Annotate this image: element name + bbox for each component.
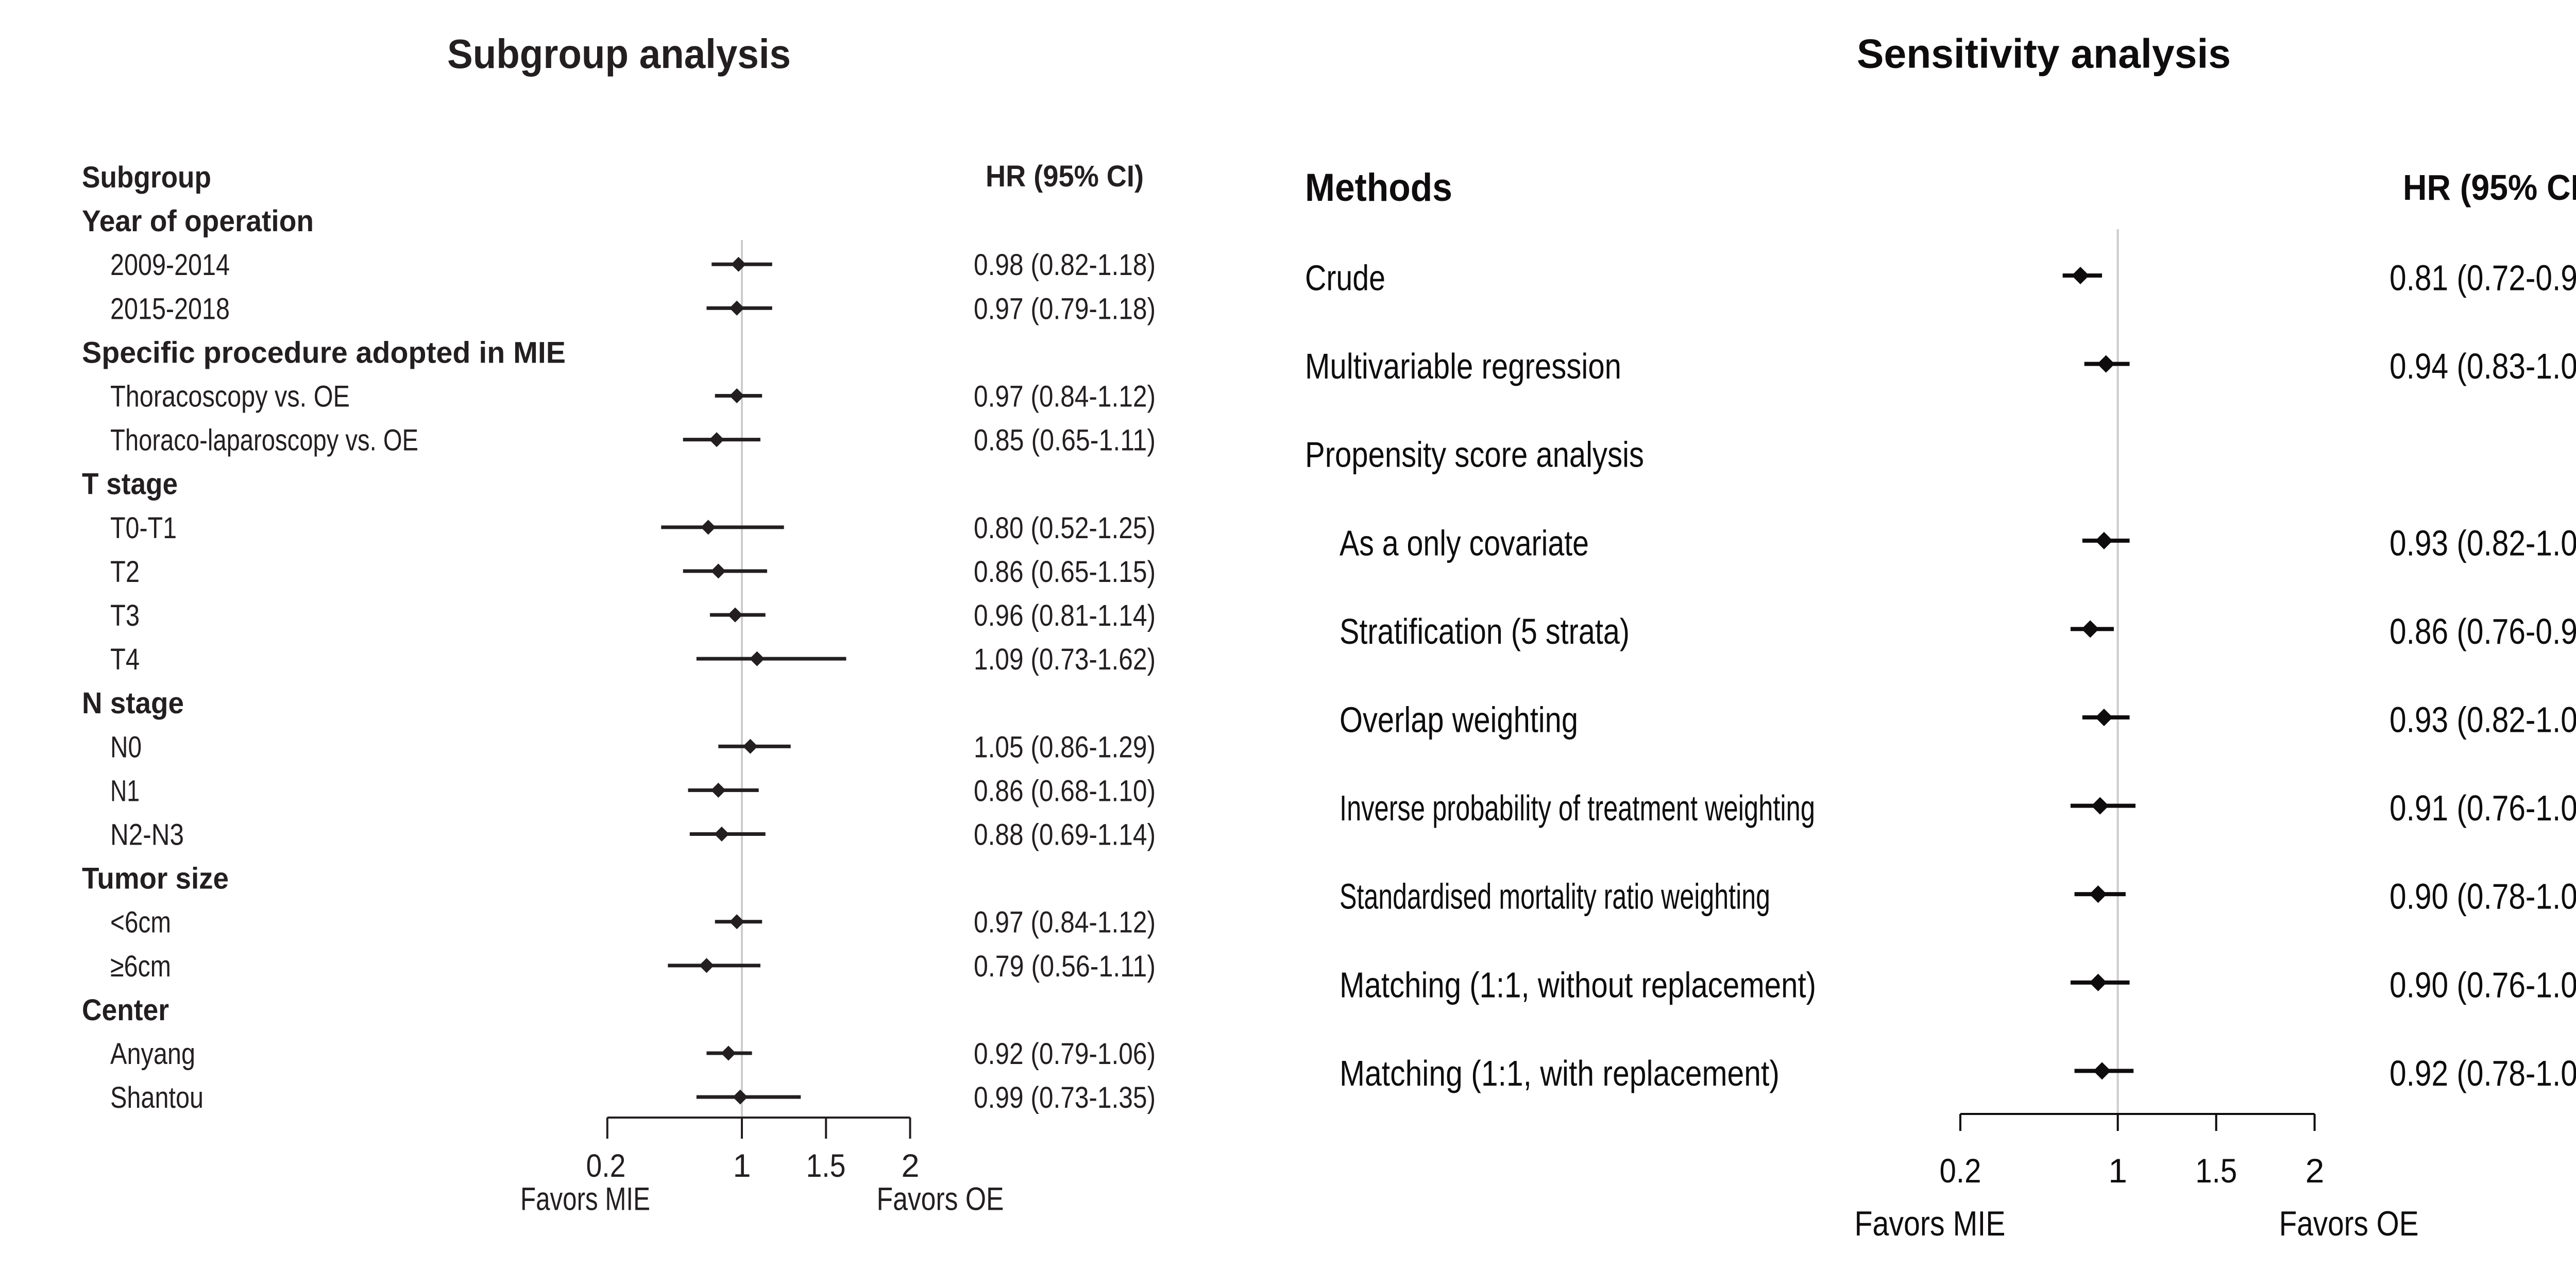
svg-text:2009-2014: 2009-2014 (110, 248, 230, 282)
svg-text:N1: N1 (110, 774, 140, 808)
svg-text:Stratification (5 strata): Stratification (5 strata) (1340, 611, 1630, 651)
svg-text:1: 1 (2108, 1152, 2127, 1190)
svg-text:0.92 (0.78-1.08): 0.92 (0.78-1.08) (2389, 1053, 2576, 1093)
svg-text:Crude: Crude (1305, 258, 1385, 298)
svg-text:0.94 (0.83-1.06): 0.94 (0.83-1.06) (2389, 346, 2576, 386)
svg-text:0.96 (0.81-1.14): 0.96 (0.81-1.14) (974, 599, 1156, 632)
svg-text:Thoraco-laparoscopy vs. OE: Thoraco-laparoscopy vs. OE (110, 424, 418, 457)
svg-text:0.97 (0.79-1.18): 0.97 (0.79-1.18) (974, 292, 1156, 325)
svg-text:Overlap weighting: Overlap weighting (1340, 700, 1578, 740)
svg-text:Thoracoscopy vs. OE: Thoracoscopy vs. OE (110, 380, 350, 414)
svg-text:0.86 (0.76-0.98): 0.86 (0.76-0.98) (2389, 611, 2576, 651)
svg-text:0.81 (0.72-0.92): 0.81 (0.72-0.92) (2389, 258, 2576, 298)
svg-text:0.86 (0.68-1.10): 0.86 (0.68-1.10) (974, 774, 1156, 808)
svg-text:2015-2018: 2015-2018 (110, 292, 230, 325)
svg-text:<6cm: <6cm (110, 906, 171, 939)
svg-text:1.5: 1.5 (806, 1148, 846, 1184)
svg-text:0.92 (0.79-1.06): 0.92 (0.79-1.06) (974, 1037, 1156, 1071)
svg-text:T4: T4 (110, 643, 140, 676)
svg-text:N0: N0 (110, 730, 142, 764)
svg-text:Standardised mortality ratio w: Standardised mortality ratio weighting (1340, 877, 1770, 917)
svg-text:1.05 (0.86-1.29): 1.05 (0.86-1.29) (974, 730, 1156, 764)
svg-text:As a only covariate: As a only covariate (1340, 523, 1589, 563)
svg-text:0.93 (0.82-1.06): 0.93 (0.82-1.06) (2389, 523, 2576, 563)
svg-text:Propensity score analysis: Propensity score analysis (1305, 435, 1644, 475)
svg-text:0.85 (0.65-1.11): 0.85 (0.65-1.11) (974, 424, 1156, 457)
svg-text:Favors OE: Favors OE (2279, 1204, 2419, 1243)
svg-text:Shantou: Shantou (110, 1081, 204, 1114)
svg-text:0.88 (0.69-1.14): 0.88 (0.69-1.14) (974, 818, 1156, 852)
svg-text:Matching (1:1, without replace: Matching (1:1, without replacement) (1340, 965, 1816, 1005)
svg-text:Multivariable regression: Multivariable regression (1305, 346, 1621, 386)
svg-text:0.91 (0.76-1.09): 0.91 (0.76-1.09) (2389, 788, 2576, 828)
svg-text:T2: T2 (110, 555, 140, 589)
svg-text:1: 1 (733, 1148, 751, 1184)
svg-text:Subgroup analysis: Subgroup analysis (447, 31, 791, 77)
svg-text:HR (95% CI): HR (95% CI) (2403, 167, 2576, 208)
svg-text:HR (95% CI): HR (95% CI) (986, 160, 1144, 193)
svg-text:2: 2 (901, 1148, 919, 1184)
svg-text:0.98 (0.82-1.18): 0.98 (0.82-1.18) (974, 248, 1156, 282)
svg-text:Favors MIE: Favors MIE (520, 1181, 650, 1217)
svg-text:T3: T3 (110, 599, 140, 632)
svg-text:Specific procedure adopted in: Specific procedure adopted in MIE (82, 336, 566, 369)
svg-text:0.99 (0.73-1.35): 0.99 (0.73-1.35) (974, 1081, 1156, 1114)
svg-text:Sensitivity analysis: Sensitivity analysis (1857, 31, 2231, 77)
svg-text:Subgroup: Subgroup (82, 161, 211, 194)
svg-text:0.97 (0.84-1.12): 0.97 (0.84-1.12) (974, 906, 1156, 939)
svg-text:0.90 (0.76-1.06): 0.90 (0.76-1.06) (2389, 965, 2576, 1005)
svg-text:Anyang: Anyang (110, 1037, 195, 1071)
svg-text:1.09 (0.73-1.62): 1.09 (0.73-1.62) (974, 643, 1156, 676)
svg-text:Inverse probability of treatme: Inverse probability of treatment weighti… (1340, 788, 1815, 828)
svg-text:0.97 (0.84-1.12): 0.97 (0.84-1.12) (974, 380, 1156, 414)
svg-text:Matching (1:1, with replacemen: Matching (1:1, with replacement) (1340, 1053, 1780, 1093)
svg-text:0.93 (0.82-1.06): 0.93 (0.82-1.06) (2389, 700, 2576, 740)
svg-text:Methods: Methods (1305, 166, 1452, 210)
svg-text:T0-T1: T0-T1 (110, 511, 177, 545)
svg-text:0.80 (0.52-1.25): 0.80 (0.52-1.25) (974, 511, 1156, 545)
svg-text:T stage: T stage (82, 468, 178, 501)
svg-text:Tumor size: Tumor size (82, 862, 229, 896)
svg-text:2: 2 (2306, 1152, 2325, 1190)
svg-text:Favors OE: Favors OE (877, 1181, 1004, 1217)
svg-text:≥6cm: ≥6cm (110, 950, 171, 983)
svg-text:N2-N3: N2-N3 (110, 818, 184, 852)
svg-text:0.79 (0.56-1.11): 0.79 (0.56-1.11) (974, 950, 1156, 983)
svg-text:N stage: N stage (82, 687, 184, 720)
svg-text:0.86 (0.65-1.15): 0.86 (0.65-1.15) (974, 555, 1156, 589)
svg-text:0.90 (0.78-1.04): 0.90 (0.78-1.04) (2389, 877, 2576, 917)
svg-text:0.2: 0.2 (1940, 1152, 1981, 1190)
svg-text:0.2: 0.2 (586, 1148, 626, 1184)
svg-text:1.5: 1.5 (2195, 1152, 2237, 1190)
svg-text:Center: Center (82, 993, 169, 1027)
svg-text:Favors MIE: Favors MIE (1855, 1204, 2006, 1243)
svg-text:Year of operation: Year of operation (82, 204, 314, 238)
